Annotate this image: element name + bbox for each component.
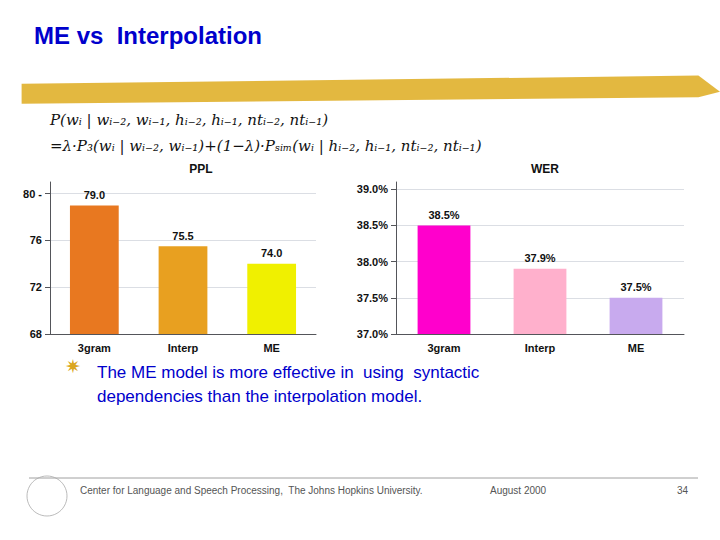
svg-text:74.0: 74.0 [261, 247, 282, 259]
svg-text:3gram: 3gram [427, 342, 460, 354]
svg-text:75.5: 75.5 [172, 230, 193, 242]
svg-text:dependencies than the interpol: dependencies than the interpolation mode… [97, 387, 422, 406]
svg-text:34: 34 [677, 485, 689, 496]
svg-text:P(wᵢ | wᵢ₋₂, wᵢ₋₁, hᵢ₋₂, hᵢ₋₁,: P(wᵢ | wᵢ₋₂, wᵢ₋₁, hᵢ₋₂, hᵢ₋₁, ntᵢ₋₂, nt… [49, 111, 328, 129]
svg-text:WER: WER [531, 162, 559, 176]
svg-text:38.5%: 38.5% [357, 219, 388, 231]
svg-text:37.0%: 37.0% [357, 328, 388, 340]
svg-text:68: 68 [30, 328, 42, 340]
svg-text:72: 72 [30, 281, 42, 293]
svg-text:80 -: 80 - [23, 188, 42, 200]
svg-text:38.0%: 38.0% [357, 256, 388, 268]
svg-text:37.9%: 37.9% [524, 252, 555, 264]
svg-text:ME: ME [628, 342, 645, 354]
svg-text:39.0%: 39.0% [357, 183, 388, 195]
svg-text:ME vs Interpolation: ME vs Interpolation [34, 22, 262, 49]
svg-text:37.5%: 37.5% [357, 292, 388, 304]
svg-text:3gram: 3gram [78, 342, 111, 354]
svg-text:Center for Language and Speech: Center for Language and Speech Processin… [80, 485, 423, 496]
svg-text:Interp: Interp [525, 342, 556, 354]
svg-text:79.0: 79.0 [84, 189, 105, 201]
svg-text:The ME model is more effective: The ME model is more effective in using … [97, 363, 480, 382]
svg-text:✷: ✷ [65, 356, 81, 377]
svg-text:August 2000: August 2000 [490, 485, 547, 496]
svg-text:ME: ME [263, 342, 280, 354]
svg-text:PPL: PPL [189, 162, 212, 176]
svg-text:76: 76 [30, 234, 42, 246]
svg-text:38.5%: 38.5% [428, 209, 459, 221]
svg-text:=λ·P₃(wᵢ | wᵢ₋₂, wᵢ₋₁)+(1−λ)·P: =λ·P₃(wᵢ | wᵢ₋₂, wᵢ₋₁)+(1−λ)·Pₛᵢₘ(wᵢ | h… [50, 137, 482, 155]
svg-text:Interp: Interp [168, 342, 199, 354]
svg-text:37.5%: 37.5% [620, 281, 651, 293]
